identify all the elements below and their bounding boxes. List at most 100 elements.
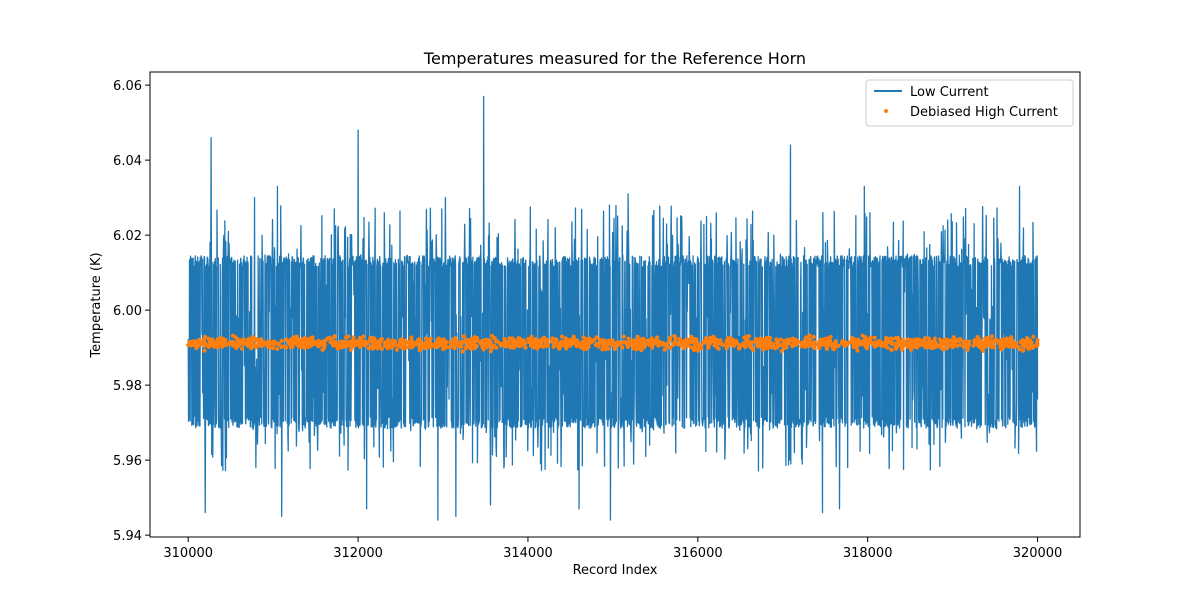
high-current-point: [339, 339, 344, 344]
high-current-point: [986, 342, 991, 347]
x-tick-label: 310000: [163, 546, 213, 561]
y-axis: 5.94 5.96 5.98 6.00 6.02 6.04 6.06: [113, 79, 150, 544]
high-current-point: [928, 339, 933, 344]
high-current-point: [583, 346, 589, 352]
high-current-point: [193, 339, 198, 344]
high-current-point: [486, 337, 491, 343]
high-current-point: [696, 345, 701, 350]
plot-area: [186, 95, 1040, 521]
high-current-point: [390, 338, 395, 343]
x-axis: 310000 312000 314000 316000 318000 320000: [163, 537, 1062, 561]
high-current-point: [322, 339, 327, 344]
high-current-point: [779, 348, 784, 354]
high-current-point: [755, 343, 760, 348]
high-current-point: [606, 346, 611, 351]
high-current-point: [378, 339, 384, 344]
high-current-point: [688, 345, 693, 350]
high-current-point: [727, 342, 733, 347]
y-tick-label: 5.96: [113, 454, 142, 469]
y-tick-label: 6.06: [113, 79, 142, 94]
high-current-point: [351, 344, 356, 349]
high-current-point: [462, 334, 467, 339]
high-current-point: [626, 336, 631, 341]
high-current-point: [283, 345, 289, 350]
high-current-point: [805, 340, 810, 346]
high-current-point: [1031, 334, 1036, 339]
high-current-point: [1021, 348, 1026, 353]
high-current-point: [742, 344, 748, 349]
high-current-point: [963, 339, 968, 344]
high-current-point: [266, 343, 271, 348]
high-current-point: [719, 342, 724, 347]
high-current-point: [909, 344, 914, 350]
high-current-point: [1008, 339, 1014, 344]
high-current-point: [677, 339, 682, 345]
high-current-point: [197, 337, 202, 342]
high-current-point: [363, 339, 368, 344]
x-tick-label: 314000: [503, 546, 553, 561]
high-current-point: [1007, 344, 1012, 349]
high-current-point: [634, 347, 639, 352]
high-current-point: [224, 343, 229, 348]
y-tick-label: 5.94: [113, 529, 142, 544]
high-current-point: [560, 334, 565, 339]
high-current-point: [761, 347, 766, 352]
high-current-point: [751, 347, 756, 353]
high-current-point: [656, 339, 661, 344]
high-current-point: [581, 341, 586, 347]
high-current-point: [967, 339, 972, 344]
high-current-point: [306, 344, 311, 350]
high-current-point: [529, 334, 534, 339]
high-current-point: [1005, 338, 1010, 343]
high-current-point: [409, 335, 414, 340]
high-current-point: [345, 340, 350, 345]
high-current-point: [408, 345, 414, 350]
high-current-point: [630, 346, 636, 351]
high-current-point: [557, 346, 562, 351]
high-current-point: [804, 335, 809, 340]
high-current-point: [267, 339, 272, 344]
high-current-point: [712, 339, 717, 345]
high-current-point: [809, 343, 814, 348]
high-current-point: [923, 344, 928, 349]
high-current-point: [707, 341, 713, 346]
high-current-point: [609, 341, 615, 346]
high-current-point: [765, 345, 771, 351]
high-current-point: [998, 345, 1003, 350]
high-current-point: [668, 345, 673, 350]
high-current-point: [952, 339, 957, 345]
high-current-point: [348, 347, 353, 352]
high-current-point: [932, 336, 937, 341]
high-current-point: [818, 343, 823, 348]
high-current-point: [417, 345, 422, 350]
high-current-point: [850, 335, 855, 341]
high-current-point: [356, 340, 361, 345]
high-current-point: [186, 342, 191, 348]
high-current-point: [251, 343, 256, 348]
high-current-point: [206, 344, 211, 349]
high-current-point: [485, 341, 490, 347]
high-current-point: [905, 337, 911, 342]
high-current-point: [941, 347, 946, 352]
high-current-point: [989, 334, 995, 339]
high-current-point: [786, 337, 792, 342]
high-current-point: [620, 345, 625, 350]
high-current-point: [353, 339, 358, 344]
high-current-point: [965, 344, 971, 349]
high-current-point: [259, 343, 264, 349]
high-current-point: [648, 337, 653, 342]
high-current-point: [382, 343, 388, 348]
high-current-point: [642, 345, 647, 350]
y-tick-label: 6.04: [113, 154, 142, 169]
high-current-point: [937, 337, 942, 342]
high-current-point: [1035, 337, 1040, 343]
high-current-point: [587, 341, 592, 346]
high-current-point: [194, 344, 200, 349]
high-current-point: [896, 340, 901, 346]
high-current-point: [565, 343, 570, 348]
high-current-point: [696, 348, 701, 353]
high-current-point: [799, 344, 804, 349]
high-current-point: [895, 335, 900, 340]
high-current-point: [398, 344, 403, 349]
high-current-point: [795, 339, 801, 344]
